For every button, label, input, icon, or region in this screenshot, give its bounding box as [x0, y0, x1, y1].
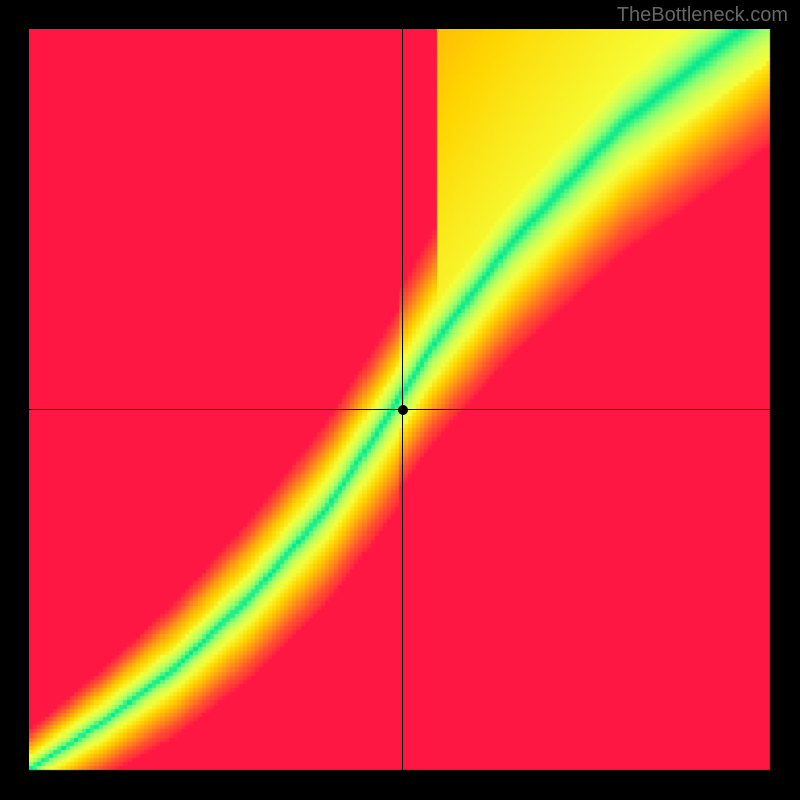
heatmap-canvas [29, 29, 771, 771]
plot-area [29, 29, 771, 771]
figure-container: TheBottleneck.com [0, 0, 800, 800]
watermark-text: TheBottleneck.com [617, 4, 788, 27]
crosshair-marker [398, 405, 408, 415]
crosshair-vertical [402, 29, 403, 771]
